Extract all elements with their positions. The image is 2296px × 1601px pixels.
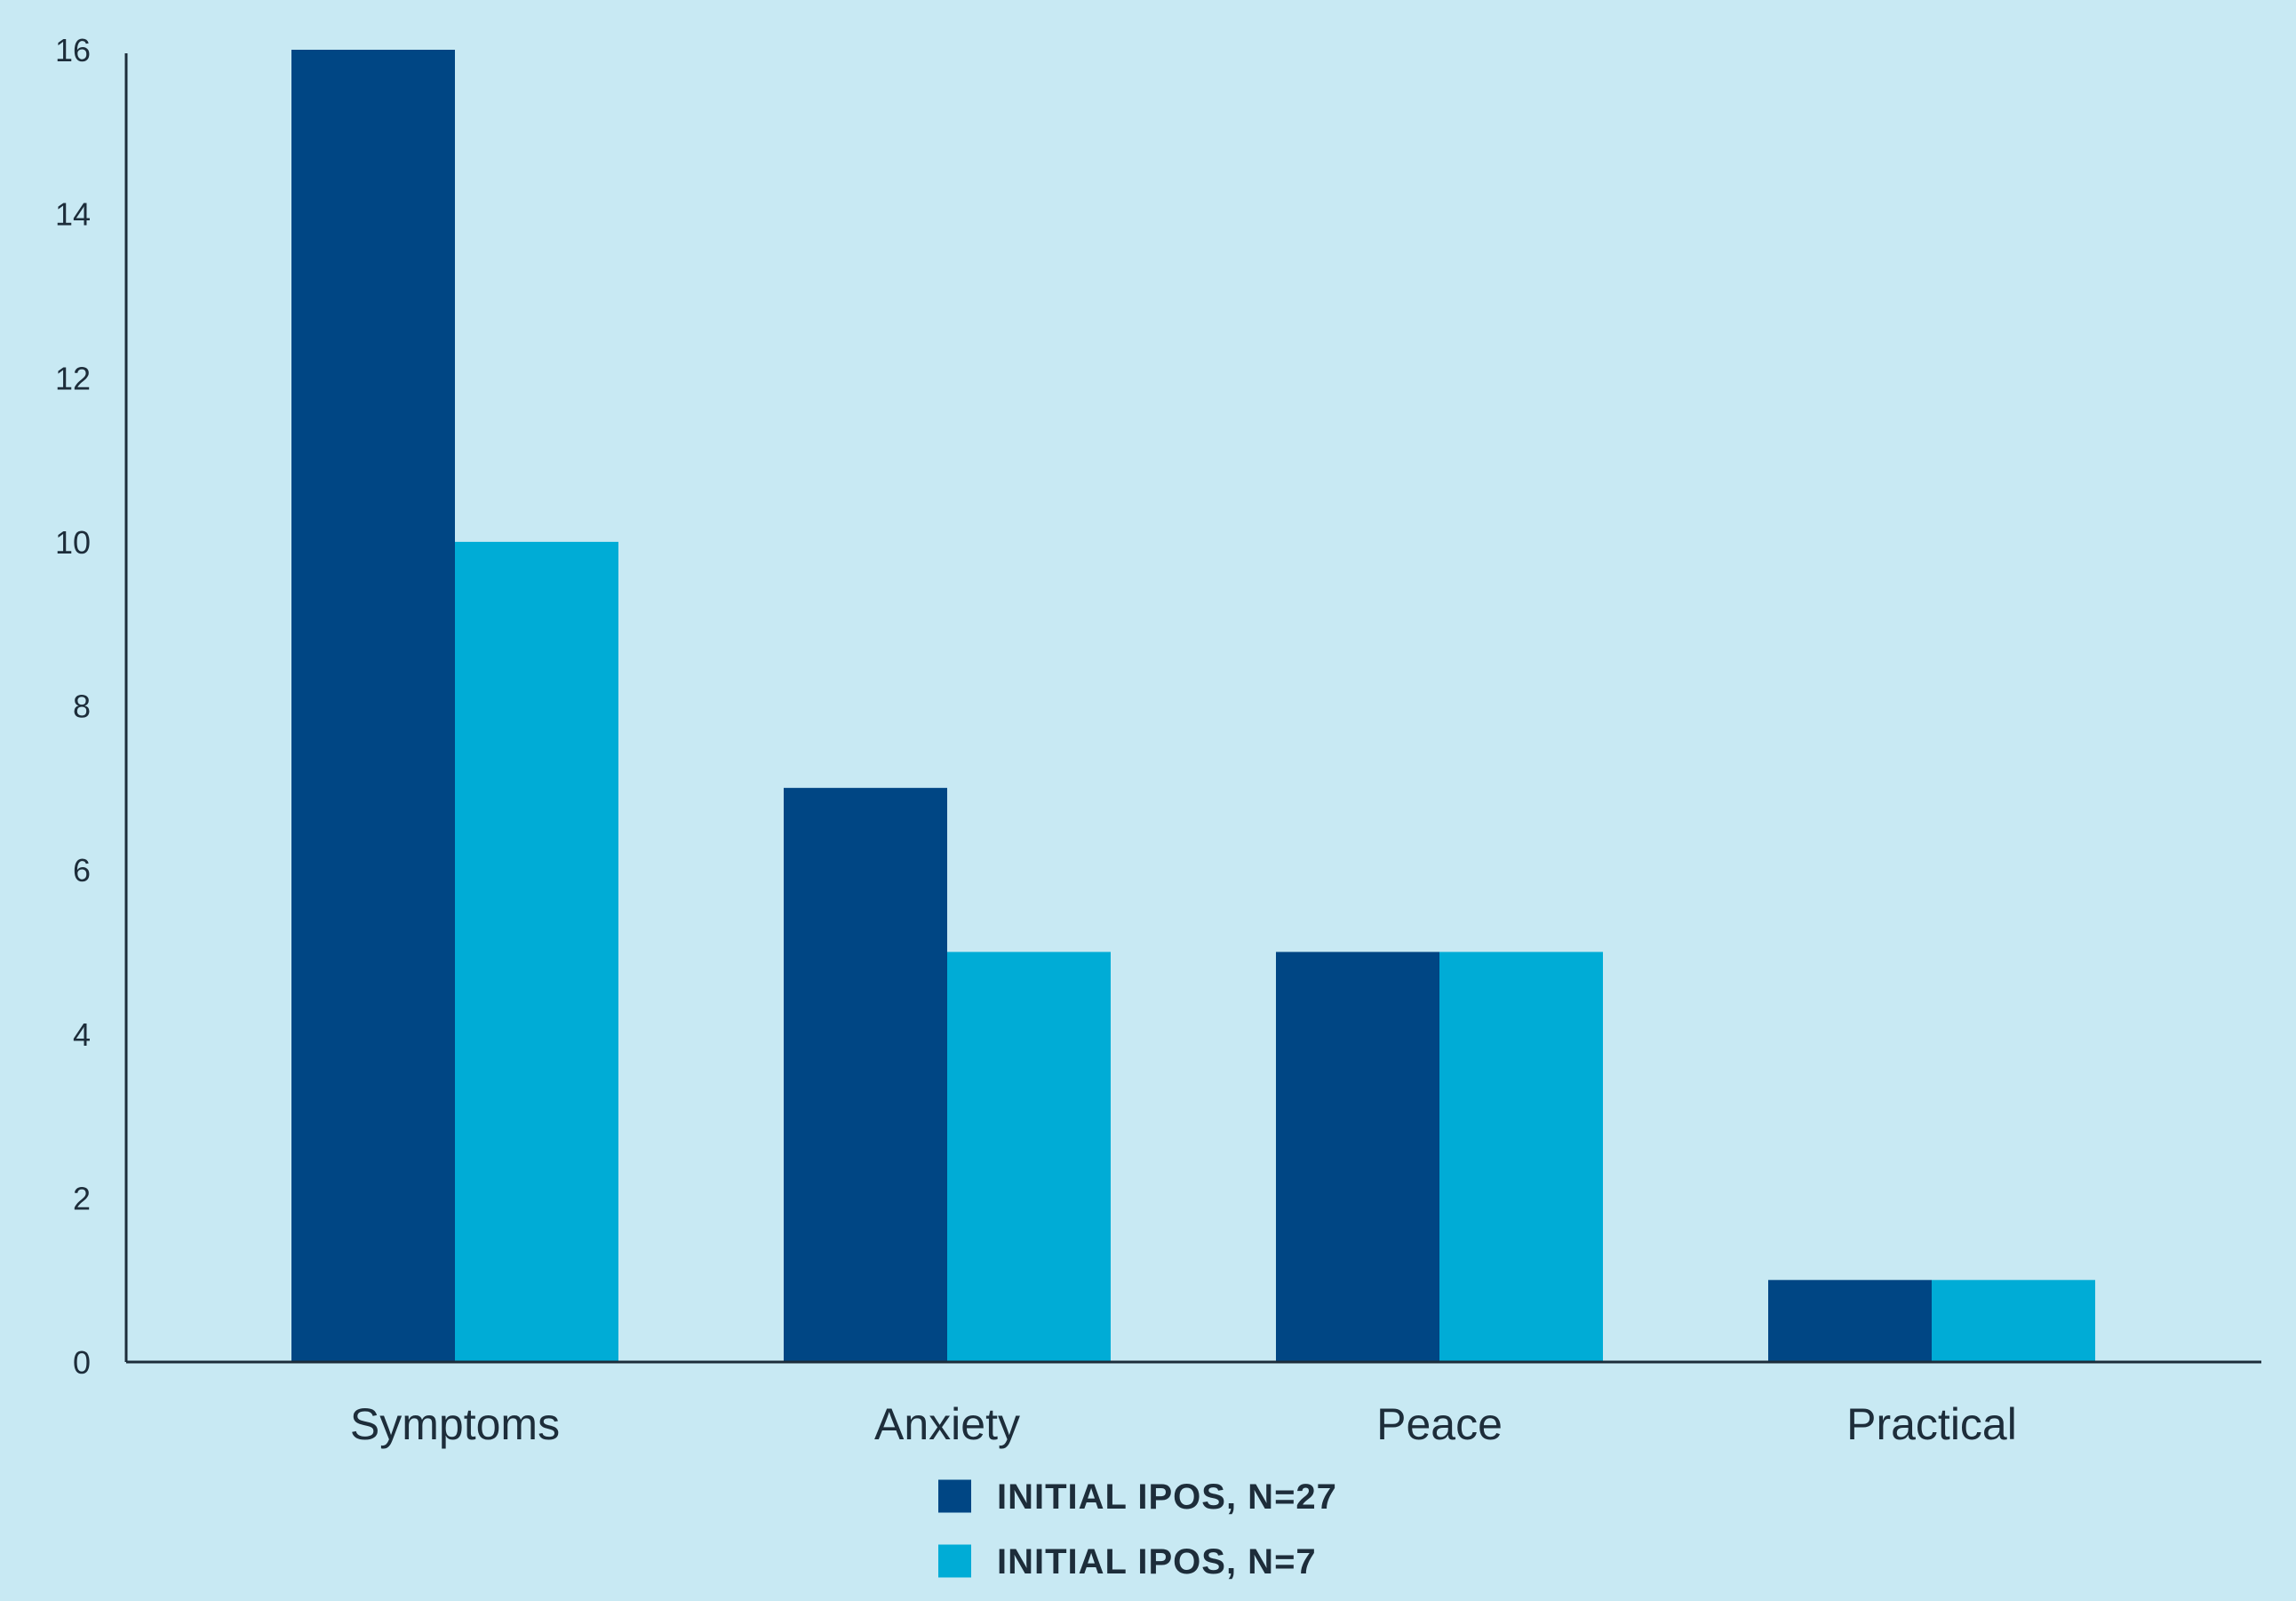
bar-anxiety-series-1 [784,787,947,1362]
bar-symptoms-series-1 [291,50,455,1362]
y-tick-label: 8 [73,689,91,725]
x-tick-label: Practical [1846,1399,2017,1449]
bar-practical-series-2 [1932,1279,2095,1362]
bar-peace-series-1 [1276,952,1439,1362]
bar-practical-series-1 [1768,1279,1932,1362]
y-tick-label: 12 [55,360,91,396]
legend: INITIAL IPOS, N=27 INITIAL IPOS, N=7 [938,1478,1337,1581]
y-tick-label: 14 [55,196,91,233]
y-tick-label: 10 [55,524,91,561]
legend-label: INITIAL IPOS, N=27 [997,1478,1337,1517]
legend-swatch [938,1544,971,1578]
y-tick-label: 2 [73,1180,91,1216]
x-tick-label: Symptoms [350,1399,560,1449]
bar-peace-series-2 [1439,952,1603,1362]
bar-anxiety-series-2 [947,952,1111,1362]
x-tick-label: Anxiety [874,1399,1020,1449]
bars-group [291,50,2095,1362]
y-tick-label: 4 [73,1016,91,1053]
y-tick-label: 0 [73,1344,91,1381]
y-tick-label: 16 [55,32,91,68]
x-tick-labels: Symptoms Anxiety Peace Practical [350,1399,2017,1449]
bar-symptoms-series-2 [455,541,618,1362]
y-tick-label: 6 [73,852,91,888]
x-tick-label: Peace [1376,1399,1503,1449]
axes-group [124,53,2261,1364]
legend-label: INITIAL IPOS, N=7 [997,1542,1317,1581]
y-tick-labels: 0 2 4 6 8 10 12 14 16 [55,32,91,1381]
legend-swatch [938,1479,971,1513]
